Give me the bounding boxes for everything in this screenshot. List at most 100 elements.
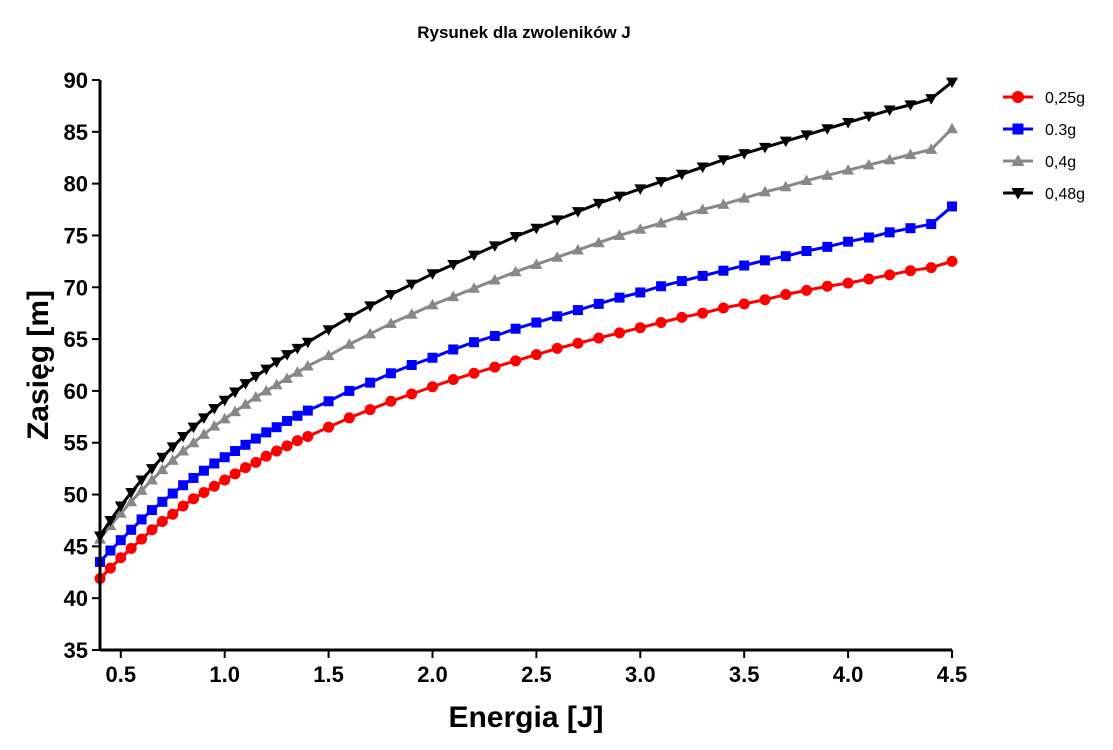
data-point: [925, 262, 937, 274]
x-tick-label: 3.5: [729, 662, 760, 687]
data-point: [197, 413, 210, 424]
data-point: [883, 105, 896, 117]
data-point: [509, 265, 522, 277]
data-point: [551, 251, 564, 262]
data-point: [364, 404, 376, 416]
data-point: [114, 501, 127, 512]
data-point: [862, 111, 875, 123]
data-point: [302, 405, 313, 416]
data-point: [167, 488, 178, 499]
data-point: [426, 269, 439, 280]
data-point: [239, 462, 251, 474]
data-point: [717, 198, 730, 209]
data-point: [218, 395, 231, 407]
data-point: [884, 227, 895, 238]
x-tick-label: 1.5: [313, 662, 344, 687]
data-point: [675, 209, 688, 221]
x-axis-title: Energia [J]: [448, 701, 603, 734]
data-point: [926, 219, 937, 230]
data-point: [156, 463, 169, 475]
data-point: [260, 384, 273, 396]
data-point: [156, 515, 168, 527]
data-point: [156, 452, 169, 464]
x-tick-label: 0.5: [105, 662, 136, 687]
data-point: [249, 371, 262, 383]
series-3: [94, 122, 958, 544]
legend-item: 0,25g: [1003, 90, 1085, 107]
data-point: [843, 236, 854, 247]
series-line: [98, 259, 953, 580]
data-point: [613, 229, 626, 240]
data-point: [271, 445, 283, 457]
y-tick-label: 45: [64, 534, 88, 559]
data-point: [946, 77, 958, 89]
data-point: [146, 505, 157, 516]
data-point: [634, 223, 647, 234]
data-point: [842, 277, 854, 289]
data-point: [239, 398, 252, 409]
data-point: [219, 452, 230, 463]
data-point: [322, 349, 335, 361]
data-point: [469, 337, 480, 348]
data-point: [115, 552, 127, 564]
data-point: [821, 124, 834, 135]
data-point: [365, 377, 376, 388]
x-tick-label: 1.0: [209, 662, 240, 687]
data-point: [530, 223, 543, 235]
x-ticks: 0.5 1.0 1.5 2.0 2.5 3.0 3.5 4.0 4.5: [105, 650, 967, 687]
y-ticks: 35 40 45 50 55 60 65 70 75 80 85 90: [64, 68, 100, 663]
data-point: [427, 352, 438, 363]
data-point: [468, 250, 481, 262]
data-point: [426, 298, 439, 310]
data-point: [405, 308, 418, 319]
data-point: [178, 480, 189, 491]
data-point: [634, 184, 647, 195]
data-point: [126, 524, 137, 535]
data-point: [219, 474, 231, 486]
data-point: [240, 439, 251, 450]
data-point: [115, 535, 126, 546]
data-point: [323, 396, 334, 407]
data-point: [717, 302, 729, 314]
data-point: [614, 327, 626, 339]
y-tick-label: 40: [64, 586, 88, 611]
data-point: [187, 436, 200, 448]
data-point: [800, 174, 813, 186]
data-point: [696, 203, 709, 215]
data-point: [384, 290, 397, 301]
series-layer: [94, 77, 958, 584]
data-point: [187, 422, 200, 434]
data-point: [738, 298, 750, 310]
data-point: [863, 273, 875, 285]
data-point: [249, 391, 262, 402]
data-point: [135, 475, 148, 487]
chart-title: Rysunek dla zwoleników J: [417, 23, 631, 42]
data-point: [634, 322, 646, 334]
data-point: [344, 385, 355, 396]
data-point: [105, 545, 116, 556]
data-point: [208, 404, 221, 415]
data-point: [114, 507, 127, 518]
data-point: [551, 342, 563, 354]
data-point: [188, 493, 200, 505]
data-point: [104, 562, 116, 574]
data-point: [904, 100, 917, 111]
data-point: [198, 465, 209, 476]
data-point: [821, 169, 834, 180]
data-point: [229, 468, 241, 480]
legend-label: 0,25g: [1045, 90, 1085, 107]
data-point: [655, 317, 667, 329]
data-point: [862, 158, 875, 170]
data-point: [322, 325, 335, 336]
data-point: [291, 366, 304, 377]
data-point: [198, 486, 210, 498]
data-point: [904, 265, 916, 277]
data-point: [946, 122, 958, 134]
data-point: [291, 435, 303, 447]
data-point: [925, 94, 938, 105]
data-point: [531, 317, 542, 328]
data-point: [842, 164, 855, 175]
series-line: [98, 80, 953, 537]
